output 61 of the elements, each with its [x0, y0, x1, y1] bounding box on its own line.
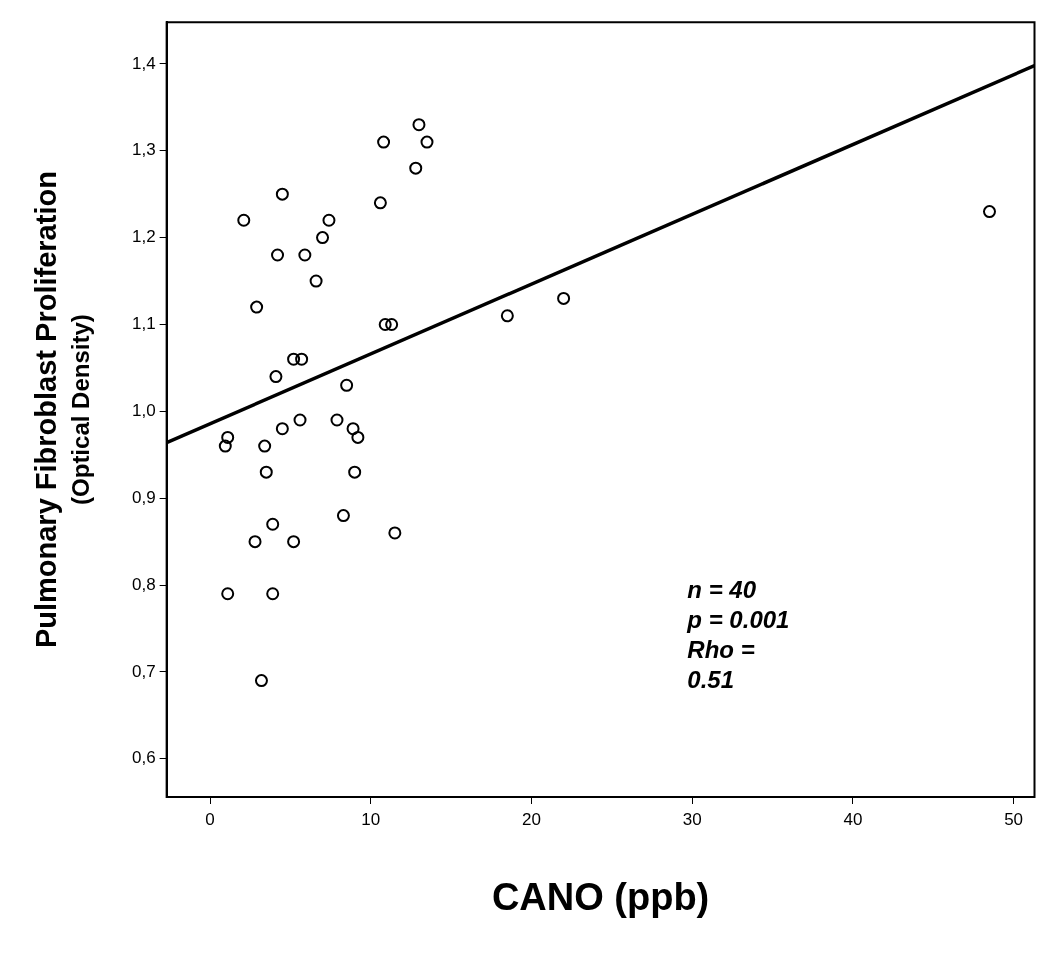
point — [269, 370, 283, 384]
y-tick-label: 1,0 — [131, 401, 156, 421]
point — [221, 430, 235, 444]
point — [336, 509, 350, 523]
point — [373, 196, 387, 210]
point — [293, 413, 307, 427]
point — [298, 248, 312, 262]
point — [248, 535, 262, 549]
point — [983, 205, 996, 219]
point — [221, 587, 235, 601]
x-tick-label: 30 — [682, 809, 702, 829]
point — [266, 517, 280, 531]
point — [287, 535, 301, 549]
annotation: 0.51 — [687, 666, 735, 694]
y-tick-label: 0,9 — [131, 487, 156, 507]
x-tick-label: 10 — [361, 809, 381, 829]
point — [287, 352, 301, 366]
x-axis-title: CANO (ppb) — [491, 875, 710, 918]
point — [275, 422, 289, 436]
annotation: Rho = — [687, 636, 755, 664]
point — [250, 300, 264, 314]
point — [330, 413, 344, 427]
point — [409, 161, 423, 175]
point — [275, 187, 289, 201]
point — [258, 439, 272, 453]
point — [259, 465, 273, 479]
point — [266, 587, 280, 601]
x-tick-label: 50 — [1004, 809, 1024, 829]
y-tick-label: 0,7 — [131, 661, 156, 681]
point — [218, 439, 232, 453]
point — [377, 135, 391, 149]
point — [295, 352, 309, 366]
point — [420, 135, 434, 149]
point — [412, 118, 426, 132]
point — [557, 291, 571, 305]
point — [309, 274, 323, 288]
point — [316, 231, 330, 245]
x-tick-label: 40 — [843, 809, 863, 829]
y-tick-label: 1,4 — [131, 53, 156, 73]
point — [346, 422, 360, 436]
point — [351, 430, 365, 444]
y-axis-title: Pulmonary Fibroblast Proliferation (Optical Density) — [30, 171, 94, 649]
y-tick-label: 0,8 — [131, 574, 156, 594]
point — [340, 378, 354, 392]
annotation: n = 40 — [687, 576, 757, 604]
point — [500, 309, 514, 323]
point — [388, 526, 402, 540]
point — [322, 213, 336, 227]
y-tick-label: 0,6 — [131, 748, 156, 768]
x-tick-label: 20 — [522, 809, 541, 829]
point — [385, 317, 399, 331]
y-tick-label: 1,1 — [131, 314, 156, 334]
y-tick-label: 1,2 — [131, 227, 156, 247]
point — [271, 248, 285, 262]
point — [378, 317, 392, 331]
annotation: p = 0.001 — [686, 606, 790, 634]
point — [348, 465, 362, 479]
point — [237, 213, 251, 227]
x-tick-label: 0 — [205, 809, 215, 829]
point — [254, 674, 268, 688]
y-tick-label: 1,3 — [131, 140, 156, 160]
